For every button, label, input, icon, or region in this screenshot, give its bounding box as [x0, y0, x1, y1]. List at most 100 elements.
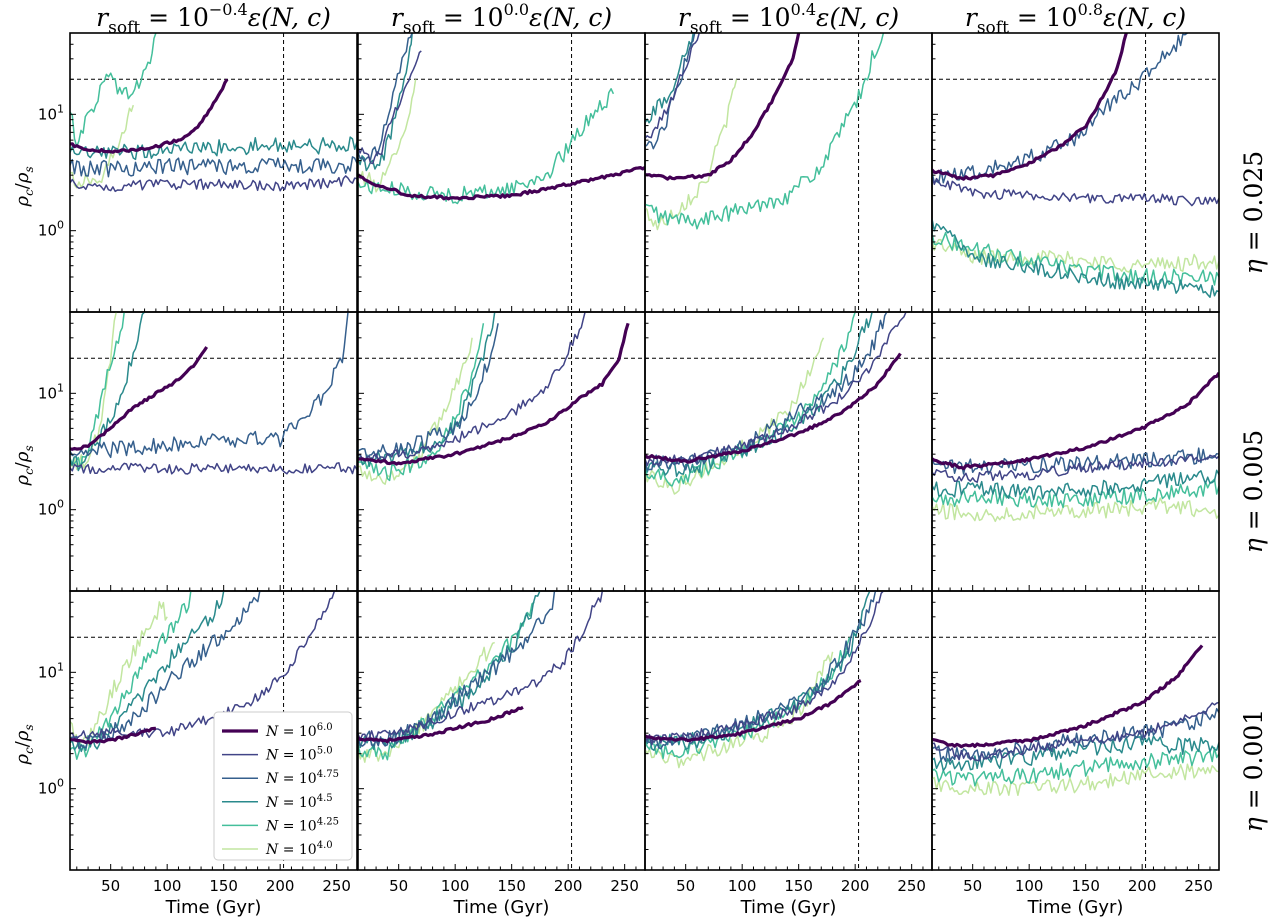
panel-frame	[931, 311, 1220, 592]
x-axis-label: Time (Gyr)	[1027, 897, 1124, 918]
x-tick-label: 150	[497, 877, 526, 895]
panel-frame	[357, 32, 646, 313]
y-tick-label: 101	[38, 381, 64, 402]
series-line-n40	[932, 497, 1219, 523]
panel-r2-c1	[357, 590, 646, 871]
x-tick-label: 50	[963, 877, 982, 895]
series-line-n50	[932, 454, 1219, 483]
series-line-n425	[358, 323, 485, 482]
panel-frame	[69, 590, 358, 871]
series-line-n50	[645, 591, 884, 746]
series-line-n425	[358, 88, 615, 205]
x-tick-label: 200	[841, 877, 870, 895]
series-line-n60	[70, 346, 209, 451]
series-line-n475	[932, 447, 1219, 475]
x-tick-label: 200	[1128, 877, 1157, 895]
series-line-n40	[70, 601, 168, 748]
series-line-n40	[645, 651, 834, 769]
panel-frame	[69, 311, 358, 592]
series-line-n50	[932, 701, 1219, 762]
row-label: η = 0.025	[1239, 151, 1268, 274]
panel-r1-c0	[69, 311, 358, 592]
series-line-n45	[358, 591, 541, 751]
legend-label-n60: N = 106.0	[265, 722, 333, 740]
x-tick-label: 50	[101, 877, 120, 895]
y-tick-label: 101	[38, 660, 64, 681]
legend-label-n50: N = 105.0	[265, 746, 333, 764]
x-tick-label: 250	[322, 877, 351, 895]
y-tick-label: 100	[38, 498, 64, 519]
column-title: rsoft = 100.0ε(N, c)	[391, 0, 612, 38]
panel-r1-c2	[644, 311, 933, 592]
x-tick-label: 100	[1015, 877, 1044, 895]
x-tick-label: 100	[441, 877, 470, 895]
y-axis-label: ρc/ρs	[12, 724, 36, 765]
x-tick-label: 200	[266, 877, 295, 895]
legend-label-n475: N = 104.75	[265, 769, 339, 787]
series-line-n45	[358, 33, 413, 172]
y-tick-label: 101	[38, 102, 64, 123]
series-line-n60	[932, 33, 1128, 181]
series-line-n45	[645, 33, 697, 124]
series-line-n60	[70, 78, 229, 154]
series-line-n50	[645, 312, 907, 467]
x-tick-label: 200	[554, 877, 583, 895]
series-line-n50	[932, 176, 1219, 207]
series-line-n425	[70, 33, 157, 148]
series-line-n50	[70, 462, 357, 475]
series-line-n425	[358, 601, 535, 761]
panel-r0-c0	[69, 32, 358, 313]
series-line-n50	[358, 312, 586, 462]
series-line-n40	[932, 238, 1219, 273]
x-tick-label: 100	[153, 877, 182, 895]
x-tick-label: 100	[728, 877, 757, 895]
series-line-n475	[358, 323, 499, 460]
series-line-n40	[70, 312, 118, 471]
panel-frame	[69, 32, 358, 313]
row-label: η = 0.001	[1239, 709, 1268, 832]
series-line-n45	[932, 218, 1219, 298]
x-tick-label: 150	[1071, 877, 1100, 895]
series-line-n45	[645, 591, 873, 751]
series-line-n60	[645, 33, 801, 181]
legend-label-n425: N = 104.25	[265, 816, 339, 834]
series-line-n50	[70, 591, 336, 740]
series-line-n40	[932, 763, 1219, 797]
series-line-n425	[932, 747, 1219, 787]
panel-frame	[357, 311, 646, 592]
series-line-n45	[70, 312, 146, 472]
x-tick-label: 250	[1184, 877, 1213, 895]
series-line-n45	[932, 469, 1219, 501]
series-line-n425	[932, 478, 1219, 509]
series-line-n60	[932, 371, 1219, 471]
column-title: rsoft = 10−0.4ε(N, c)	[96, 0, 331, 38]
series-line-n40	[70, 104, 135, 189]
series-line-n475	[70, 312, 349, 459]
x-tick-label: 50	[389, 877, 408, 895]
panel-frame	[931, 32, 1220, 313]
series-line-n475	[70, 156, 357, 178]
series-line-n60	[645, 679, 862, 743]
panel-r1-c3	[931, 311, 1220, 592]
series-line-n40	[645, 79, 738, 231]
panel-r0-c3	[931, 32, 1220, 313]
legend-label-n45: N = 104.5	[265, 793, 333, 811]
series-line-n60	[358, 166, 645, 201]
panel-r1-c1	[357, 311, 646, 592]
legend: N = 106.0 N = 105.0 N = 104.75 N = 104.5 N =…	[213, 711, 353, 861]
legend-box	[213, 711, 353, 861]
series-line-n40	[358, 79, 417, 193]
panel-frame	[644, 311, 933, 592]
series-line-n40	[645, 337, 825, 495]
x-tick-label: 250	[897, 877, 926, 895]
panel-frame	[644, 590, 933, 871]
series-line-n60	[358, 322, 630, 466]
panel-r0-c1	[357, 32, 646, 313]
panel-r2-c2	[644, 590, 933, 871]
x-tick-label: 50	[676, 877, 695, 895]
panel-r0-c2	[644, 32, 933, 313]
series-line-n45	[645, 312, 873, 478]
series-line-n425	[645, 33, 885, 230]
panel-frame	[644, 32, 933, 313]
